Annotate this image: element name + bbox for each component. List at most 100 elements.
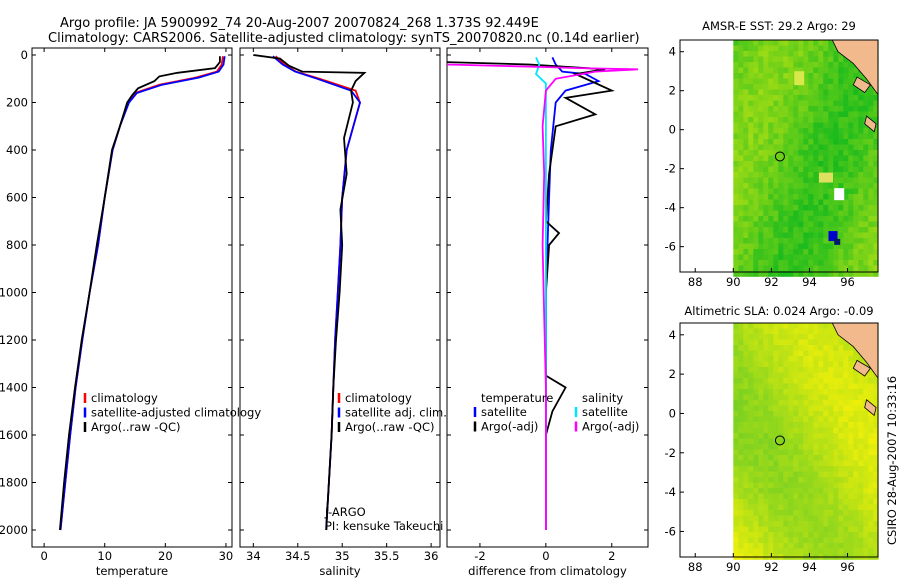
map-cell bbox=[748, 177, 754, 184]
map-cell bbox=[763, 411, 769, 417]
map-cell bbox=[848, 438, 854, 445]
map-cell bbox=[858, 449, 864, 456]
map-cell bbox=[753, 73, 759, 79]
map-cell bbox=[778, 372, 784, 379]
map-cell bbox=[743, 155, 749, 162]
map-cell bbox=[758, 78, 764, 85]
map-cell bbox=[843, 221, 849, 228]
map-cell bbox=[773, 367, 779, 373]
map-cell bbox=[853, 350, 859, 357]
map-cell bbox=[773, 111, 779, 118]
map-cell bbox=[778, 455, 784, 461]
map-cell bbox=[818, 254, 824, 261]
map-cell bbox=[783, 383, 789, 390]
map-cell bbox=[813, 361, 819, 368]
map-cell bbox=[833, 383, 839, 390]
map-cell bbox=[808, 543, 814, 549]
map-cell bbox=[848, 532, 854, 538]
map-cell bbox=[783, 378, 789, 384]
map-cell bbox=[753, 323, 759, 329]
map-cell bbox=[843, 161, 849, 167]
map-cell bbox=[843, 499, 849, 505]
map-cell bbox=[753, 405, 759, 412]
map-cell bbox=[763, 532, 769, 538]
map-cell bbox=[738, 183, 744, 189]
map-cell bbox=[748, 537, 754, 544]
map-cell bbox=[818, 188, 824, 195]
map-cell bbox=[778, 40, 784, 46]
map-cell bbox=[843, 471, 849, 478]
map-cell bbox=[828, 95, 834, 101]
map-cell bbox=[833, 150, 839, 156]
x-tick-label: 0 bbox=[542, 549, 549, 563]
map-cell bbox=[738, 438, 744, 445]
map-cell bbox=[818, 378, 824, 384]
map-cell bbox=[753, 433, 759, 439]
map-cell bbox=[813, 78, 819, 85]
map-cell bbox=[873, 499, 879, 505]
map-cell bbox=[838, 100, 844, 107]
map-cell bbox=[823, 122, 829, 129]
map-cell bbox=[758, 345, 764, 351]
map-cell bbox=[788, 84, 794, 90]
map-cell bbox=[768, 482, 774, 489]
map-cell bbox=[778, 493, 784, 500]
map-cell bbox=[798, 537, 804, 544]
map-cell bbox=[868, 521, 874, 527]
map-cell bbox=[773, 172, 779, 178]
map-cell bbox=[753, 210, 759, 217]
map-cell bbox=[873, 100, 879, 107]
map-cell bbox=[748, 89, 754, 96]
map-cell bbox=[788, 438, 794, 445]
map-cell bbox=[858, 433, 864, 439]
map-cell bbox=[793, 172, 799, 178]
y-tick-label: 1000 bbox=[0, 286, 28, 300]
map-cell bbox=[773, 334, 779, 340]
map-cell bbox=[843, 339, 849, 346]
map-cell bbox=[778, 144, 784, 151]
map-cell bbox=[763, 227, 769, 233]
map-cell bbox=[753, 45, 759, 52]
map-cell bbox=[738, 40, 744, 46]
map-cell bbox=[788, 56, 794, 63]
map-cell bbox=[768, 460, 774, 467]
map-cell bbox=[848, 194, 854, 200]
map-cell bbox=[758, 521, 764, 527]
map-cell bbox=[783, 510, 789, 516]
map-cell bbox=[848, 89, 854, 96]
map-cell bbox=[843, 117, 849, 123]
map-cell bbox=[858, 243, 864, 250]
map-cell bbox=[838, 460, 844, 467]
map-cell bbox=[833, 416, 839, 423]
map-cell bbox=[798, 172, 804, 178]
map-cell bbox=[848, 427, 854, 434]
map-cell bbox=[763, 150, 769, 156]
map-cell bbox=[753, 378, 759, 384]
map-cell bbox=[788, 62, 794, 68]
map-cell bbox=[758, 232, 764, 239]
map-cell bbox=[833, 504, 839, 511]
map-cell bbox=[773, 361, 779, 368]
map-cell bbox=[823, 471, 829, 478]
map-cell bbox=[823, 345, 829, 351]
map-cell bbox=[758, 532, 764, 538]
map-cell bbox=[783, 188, 789, 195]
map-cell bbox=[823, 133, 829, 140]
map-cell bbox=[863, 411, 869, 417]
map-y-tick-label: 2 bbox=[669, 367, 676, 381]
map-cell bbox=[863, 133, 869, 140]
map-cell bbox=[733, 438, 739, 445]
map-cell bbox=[828, 205, 834, 211]
map-cell bbox=[743, 345, 749, 351]
map-cell bbox=[823, 328, 829, 335]
map-cell bbox=[803, 537, 809, 544]
map-cell bbox=[853, 532, 859, 538]
map-cell bbox=[738, 427, 744, 434]
map-cell bbox=[773, 422, 779, 428]
map-cell bbox=[758, 466, 764, 472]
map-cell bbox=[763, 378, 769, 384]
map-cell bbox=[743, 411, 749, 417]
map-cell bbox=[768, 471, 774, 478]
map-cell bbox=[818, 199, 824, 206]
map-cell bbox=[738, 210, 744, 217]
